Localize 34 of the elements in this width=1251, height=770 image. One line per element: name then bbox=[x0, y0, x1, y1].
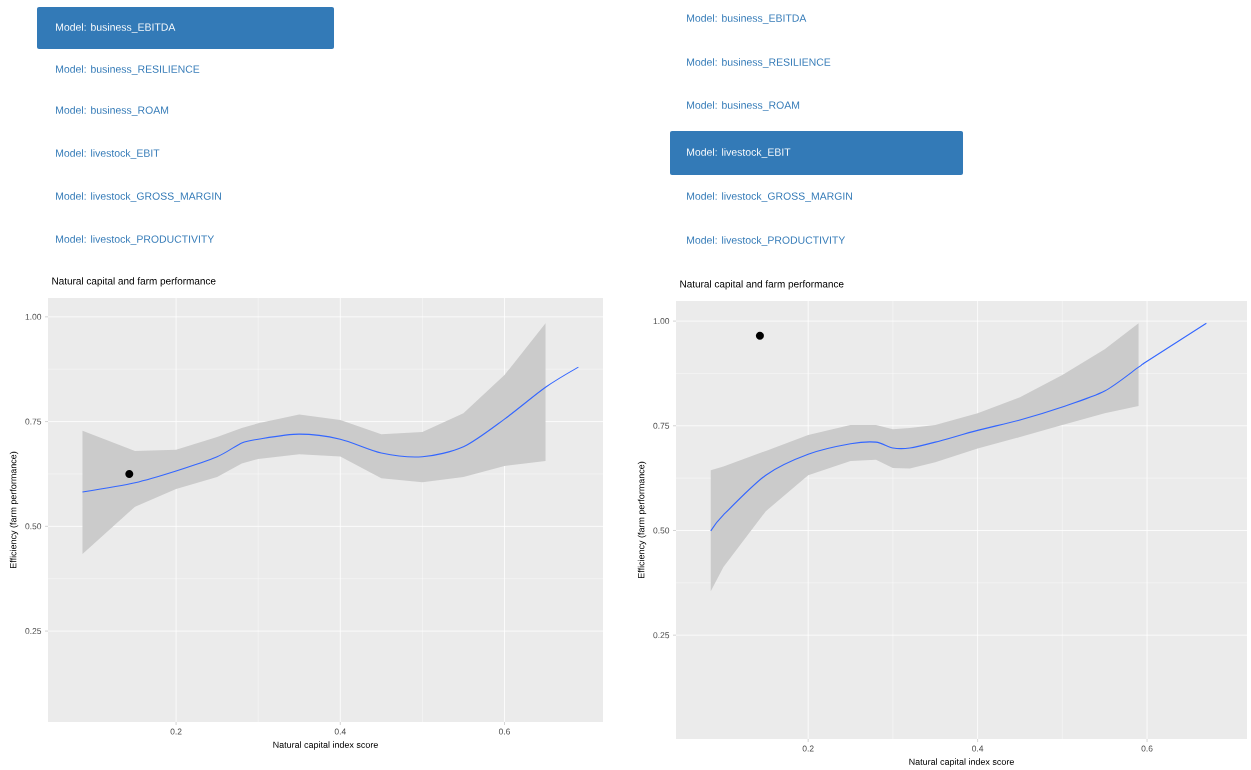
category-label: Model: business_EBITDA bbox=[687, 14, 807, 24]
x-tick-label: 0.6 bbox=[1141, 745, 1153, 752]
x-tick-label: 0.4 bbox=[972, 745, 984, 752]
category-label: Model: business_ROAM bbox=[56, 106, 169, 116]
line-series bbox=[710, 322, 1207, 532]
x-axis-title: Natural capital index score bbox=[273, 741, 378, 750]
y-tick-label: 1.00 bbox=[25, 313, 42, 320]
category-label: Model: business_ROAM bbox=[687, 101, 800, 111]
x-axis-title: Natural capital index score bbox=[909, 758, 1014, 767]
y-axis-title: Efficiency (farm performance) bbox=[637, 461, 647, 578]
y-tick-label: 0.75 bbox=[25, 418, 42, 425]
y-tick-label: 0.75 bbox=[653, 422, 670, 429]
chart-title: Natural capital and farm performance bbox=[680, 280, 844, 290]
x-tick-label: 0.6 bbox=[498, 728, 511, 735]
y-tick-label: 0.25 bbox=[25, 628, 42, 635]
category-label: Model: livestock_PRODUCTIVITY bbox=[687, 236, 846, 246]
category-label: Model: livestock_GROSS_MARGIN bbox=[56, 192, 221, 202]
y-tick-label: 1.00 bbox=[653, 318, 670, 325]
x-tick-label: 0.4 bbox=[334, 728, 346, 735]
chart-title: Natural capital and farm performance bbox=[52, 277, 216, 287]
x-tick-label: 0.2 bbox=[170, 728, 182, 735]
category-label: Model: livestock_GROSS_MARGIN bbox=[687, 192, 852, 202]
category-label: Model: livestock_PRODUCTIVITY bbox=[56, 235, 215, 245]
category-label: Model: business_RESILIENCE bbox=[687, 58, 831, 68]
category-label: Model: livestock_EBIT bbox=[687, 148, 791, 158]
y-tick-label: 0.25 bbox=[653, 632, 670, 639]
y-axis-title: Efficiency (farm performance) bbox=[9, 451, 19, 568]
category-label: Model: livestock_EBIT bbox=[56, 149, 160, 159]
category-label: Model: business_EBITDA bbox=[56, 23, 176, 33]
y-tick-label: 0.50 bbox=[25, 523, 42, 530]
line-series bbox=[81, 366, 579, 493]
x-tick-label: 0.2 bbox=[802, 745, 814, 752]
y-tick-label: 0.50 bbox=[653, 527, 670, 534]
category-label: Model: business_RESILIENCE bbox=[56, 65, 200, 75]
